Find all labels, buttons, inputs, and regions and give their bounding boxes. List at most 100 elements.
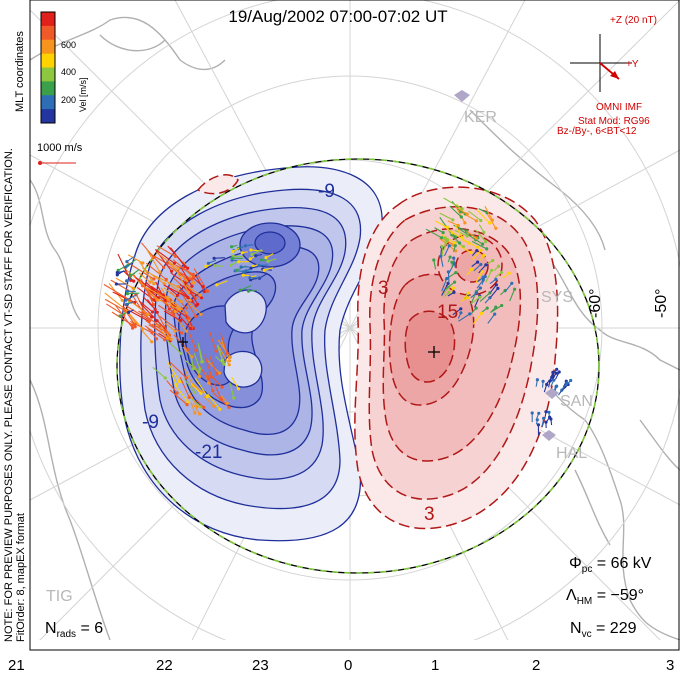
colorbar-swatch (41, 12, 55, 27)
velocity-vector (128, 309, 134, 313)
velocity-vector (163, 310, 181, 322)
velocity-vector (218, 346, 230, 366)
velocity-vector (250, 249, 263, 252)
velocity-vector (471, 240, 487, 250)
colorbar-swatch (41, 81, 55, 96)
mlt-tick: 1 (431, 657, 439, 674)
velocity-vector (460, 297, 468, 302)
velocity-vector (455, 206, 468, 215)
colorbar-swatch (41, 25, 55, 41)
velocity-vector-origin (240, 251, 244, 255)
imf-source: OMNI IMF (596, 102, 642, 113)
velocity-vector (132, 274, 144, 287)
velocity-vector (535, 413, 540, 421)
stats-phi-pc: Φpc = 66 kV (569, 555, 652, 575)
hm-boundary-dashes (116, 158, 600, 574)
velocity-vector (442, 286, 450, 296)
velocity-vector (459, 211, 477, 222)
station-tig: TIG (46, 588, 73, 605)
velocity-vector (192, 403, 201, 415)
mlt-tick: 22 (156, 657, 173, 674)
velocity-vector (144, 325, 166, 341)
velocity-vector (541, 381, 544, 388)
station-san: SAN (545, 388, 593, 410)
velocity-vector (231, 377, 239, 390)
velocity-vector (457, 312, 462, 319)
velocity-vector (458, 245, 472, 253)
velocity-vector (203, 396, 215, 407)
svg-text:KER: KER (464, 109, 497, 126)
fit-order-label: FitOrder: 8, mapEX format (15, 513, 27, 642)
imf-y-label: +Y (626, 59, 639, 70)
velocity-vector (470, 307, 477, 315)
velocity-vector (135, 277, 154, 291)
velocity-vector (184, 359, 200, 373)
velocity-vector (484, 205, 493, 221)
velocity-vector (477, 276, 484, 283)
velocity-vector (130, 272, 136, 276)
velocity-vector (549, 368, 558, 378)
velocity-vector (185, 284, 201, 296)
velocity-vector (473, 264, 482, 272)
velocity-vector (462, 239, 479, 248)
svg-text:Nrads = 6: Nrads = 6 (45, 620, 103, 640)
velocity-vector (195, 275, 205, 292)
velocity-vector (264, 267, 274, 271)
velocity-vector-origin (254, 254, 258, 258)
velocity-vector (425, 228, 442, 239)
velocity-vector (440, 246, 443, 256)
velocity-vector (535, 419, 538, 425)
velocity-vector (454, 205, 466, 224)
velocity-vector (479, 292, 491, 302)
velocity-vector (209, 355, 218, 375)
velocity-vector (214, 265, 224, 267)
velocity-vector (490, 305, 502, 313)
velocity-vector (115, 277, 134, 289)
svg-text:SYS: SYS (541, 289, 573, 306)
velocity-vector (440, 256, 444, 267)
velocity-vector (105, 298, 125, 311)
velocity-vector (554, 371, 560, 380)
velocity-vector (454, 229, 468, 237)
velocity-vector (500, 290, 506, 296)
velocity-vector (138, 272, 151, 283)
velocity-vector (117, 270, 124, 276)
colorbar-swatch (41, 67, 55, 82)
velocity-vector (239, 285, 252, 291)
velocity-vector (193, 352, 201, 370)
velocity-vector (198, 364, 209, 380)
svg-text:ΛHM = −59°: ΛHM = −59° (566, 587, 644, 607)
contour-label: 3 (378, 278, 389, 299)
velocity-vector (444, 237, 446, 248)
velocity-vector (208, 259, 217, 264)
velocity-vector (251, 275, 257, 278)
preview-notice: NOTE: FOR PREVIEW PURPOSES ONLY. PLEASE … (3, 148, 15, 642)
stats-n-rads: Nrads = 6 (45, 620, 103, 640)
velocity-vector (194, 377, 208, 397)
velocity-vector (125, 294, 137, 301)
potential-max-marker (428, 346, 440, 358)
velocity-vector (489, 278, 497, 285)
velocity-vector (447, 291, 455, 297)
velocity-vector (151, 323, 166, 332)
coordinate-system-label: MLT coordinates (14, 31, 26, 112)
velocity-vector (451, 262, 453, 268)
lat-label-60: -60° (587, 288, 604, 318)
velocity-vector (245, 270, 253, 273)
velocity-vector (190, 355, 195, 369)
velocity-vector (441, 283, 449, 296)
velocity-vector-origin (241, 273, 245, 277)
velocity-vector (472, 312, 482, 325)
map-title: 19/Aug/2002 07:00-07:02 UT (228, 7, 447, 26)
velocity-vector (164, 322, 176, 332)
velocity-vector (169, 389, 188, 406)
velocity-vector (183, 378, 196, 393)
velocity-vectors (103, 197, 573, 436)
velocity-vector (490, 284, 497, 293)
velocity-vector (442, 238, 455, 246)
velocity-vector (251, 249, 263, 255)
velocity-vector (449, 233, 460, 244)
svg-text:1000 m/s: 1000 m/s (37, 142, 83, 154)
colorbar-swatch (41, 95, 55, 110)
velocity-vector (146, 299, 158, 313)
